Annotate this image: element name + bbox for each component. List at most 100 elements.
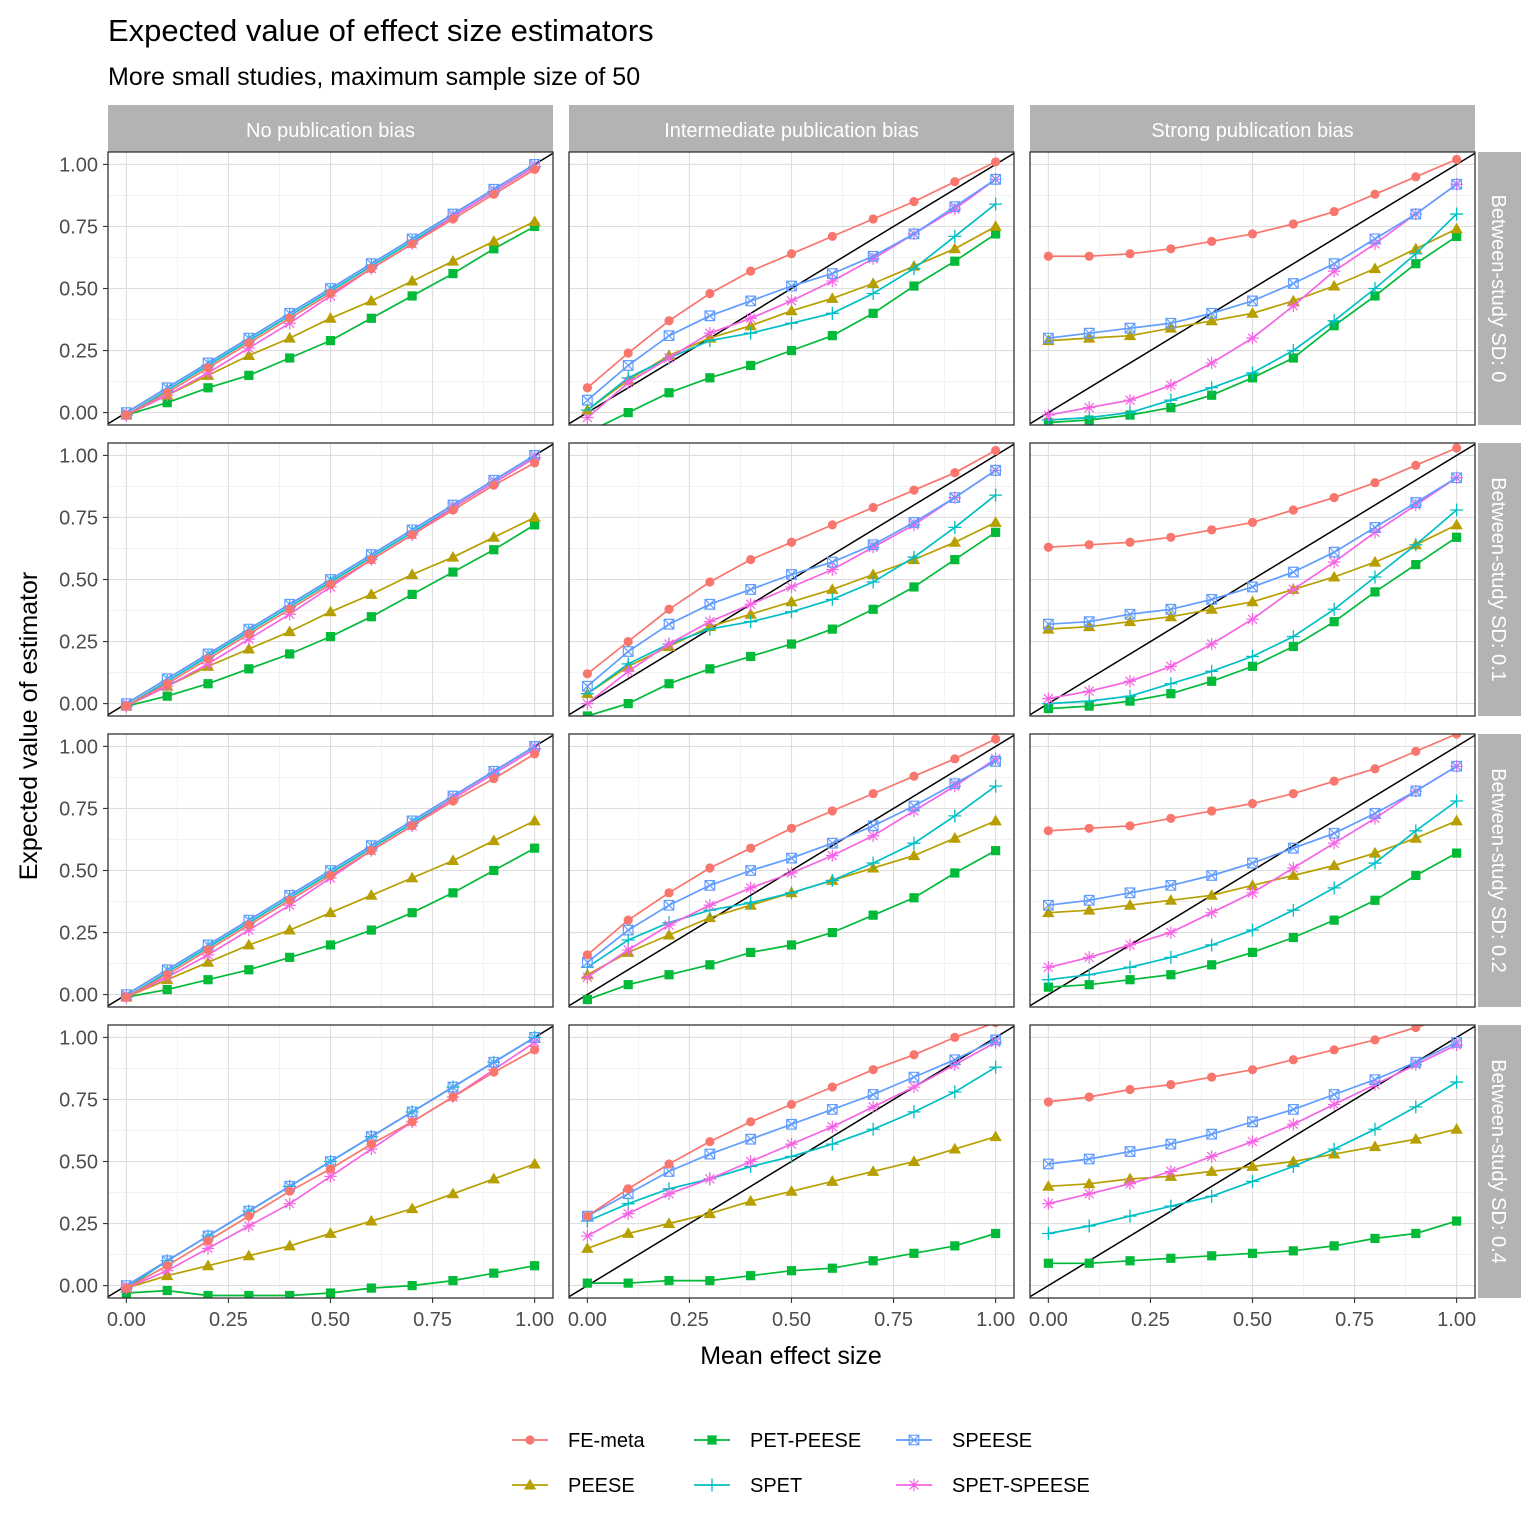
series-point [866,1165,880,1176]
series-point [530,458,540,468]
reference-line [1030,152,1475,425]
series-point [623,636,633,647]
facet-panel: 0.00 0.25 0.50 0.75 1.00 [59,442,554,717]
series-point [1287,861,1300,875]
series-point [826,292,839,303]
series-point [786,345,797,356]
series-point [866,575,880,589]
series-point [826,563,839,576]
legend: FE-meta PET-PEESE SPEESE PEESE SPET SPET-SPEE… [512,1430,1090,1497]
series-point [907,518,921,532]
series-point [909,1248,919,1258]
series-point [1084,1092,1094,1102]
series-point [447,1081,459,1093]
series-point [1409,498,1422,512]
series-point [1327,602,1341,616]
series-point [1370,291,1380,301]
panel-border [568,151,1015,426]
series-point [582,383,592,393]
series-point [1165,603,1177,615]
series-point [1207,960,1217,970]
series-point [1288,219,1298,229]
series-point [623,1184,633,1194]
series-point [162,691,172,701]
series-point [1409,1058,1422,1071]
series-point [1328,546,1340,558]
series-point [489,865,499,876]
series-point [827,806,837,816]
series-point [1124,887,1136,899]
series-point [1369,521,1381,533]
y-axis-tick-label: 0.75 [59,507,98,529]
series-point [663,618,675,630]
series-point [662,351,676,365]
series-point [530,520,540,530]
series-point [1166,970,1176,980]
series-point [744,608,757,619]
series-point [1043,251,1053,261]
series-point [1084,980,1094,990]
series-point [1327,264,1341,278]
series-point [785,580,798,594]
series-point [1327,555,1341,569]
series-point [121,410,131,420]
series-point [366,846,376,856]
series-point [529,741,541,752]
series-point [407,821,417,831]
series-point [1247,661,1258,671]
series-point [1165,317,1177,329]
series-point [1043,1097,1053,1107]
series-point [487,235,501,246]
series-point [950,468,960,478]
series-point [162,398,172,408]
series-point [201,948,215,962]
series-point [868,604,878,614]
series-point [1123,675,1137,688]
series-point [664,679,674,689]
series-point [1327,881,1341,895]
panel-plot-area [1030,734,1475,1007]
series-point [744,319,757,331]
series-point [1288,1246,1298,1256]
facet-panel: 0.00 0.25 0.50 0.75 1.00 0.00 0.25 0.50 0.75 1.00 [59,1024,554,1331]
series-point [1451,1036,1463,1048]
series-point [663,330,675,342]
series-point [162,679,172,689]
series-point [1328,1089,1340,1100]
panel-plot-area [569,152,1014,425]
facet-strip-row-label: Between-study SD: 0 [1487,195,1509,383]
series-point [528,451,541,465]
series-point [244,1211,254,1221]
series-point [1205,664,1219,678]
x-axis-title: Mean effect size [700,1342,882,1370]
panel-plot-area [108,443,553,716]
series-point [867,820,879,832]
series-point [1165,1138,1177,1150]
series-point [827,331,837,341]
series-point [1370,478,1380,488]
series-point [866,252,880,265]
legend-key-marker [908,1434,920,1446]
x-axis-tick-label: 0.75 [1335,1309,1374,1331]
series-point [1369,808,1381,819]
series-point [744,615,758,629]
series-point [530,1261,540,1271]
series-point [1452,231,1462,241]
series-point [1084,823,1094,833]
series-point [991,527,1001,537]
panel-plot-area [1030,152,1475,425]
legend-key-marker [523,1478,537,1490]
series-point [1287,299,1300,313]
series-point [242,938,256,950]
series-point [325,579,336,590]
series-point [1043,542,1053,552]
series-point [664,316,674,326]
x-axis-tick-label: 0.00 [568,1309,607,1331]
series-point [406,1106,418,1118]
series-point [991,846,1001,856]
series-point [1368,1122,1382,1136]
series-point [528,742,541,756]
series-point [448,567,458,577]
series-point [1288,788,1298,799]
series-point [203,383,213,393]
